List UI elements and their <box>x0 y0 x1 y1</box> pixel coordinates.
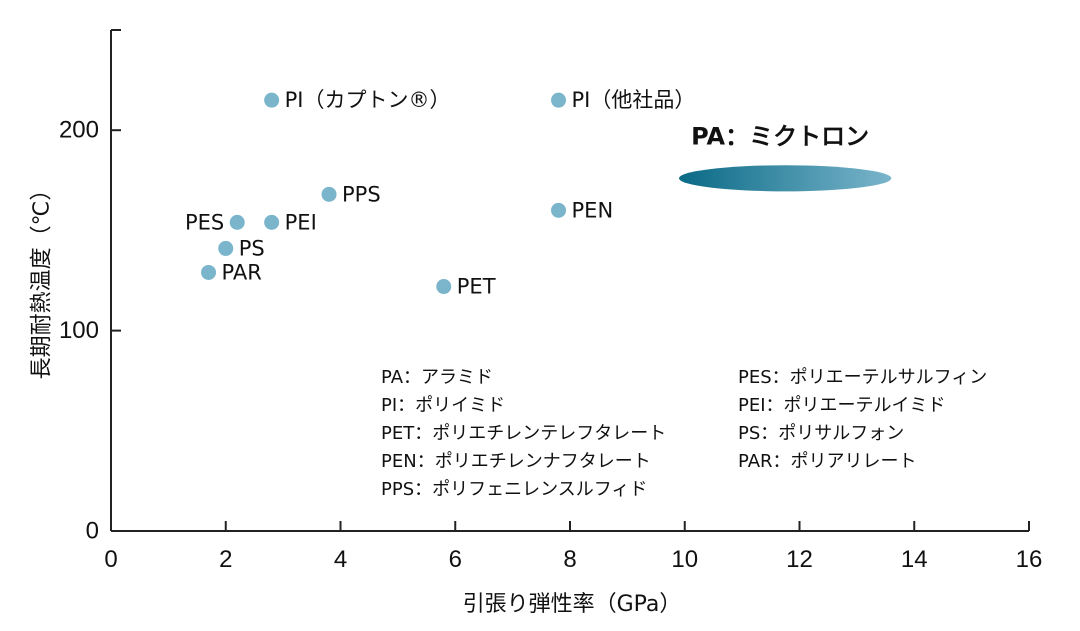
point-label: PAR <box>222 260 262 284</box>
data-point <box>201 264 217 280</box>
x-tick-label: 12 <box>786 546 813 573</box>
x-tick-label: 0 <box>104 546 117 573</box>
legend-right: PES：ポリエーテルサルフィン PEI：ポリエーテルイミド PS：ポリサルフォン… <box>738 364 987 476</box>
data-point <box>321 186 337 202</box>
x-tick-label: 6 <box>449 546 462 573</box>
legend-item: PES：ポリエーテルサルフィン <box>738 367 988 388</box>
legend-item: PEN：ポリエチレンナフタレート <box>381 451 651 472</box>
region-pa-label: PA：ミクトロン <box>691 122 869 150</box>
y-tick-label: 200 <box>59 117 99 144</box>
x-tick-label: 16 <box>1016 546 1043 573</box>
data-point <box>551 202 567 218</box>
data-point <box>551 92 567 108</box>
x-tick-label: 2 <box>219 546 232 573</box>
legend-item: PI：ポリイミド <box>381 395 506 416</box>
x-tick-label: 10 <box>671 546 698 573</box>
legend-left: PA：アラミド PI：ポリイミド PET：ポリエチレンテレフタレート PEN：ポ… <box>381 364 666 504</box>
y-axis-label: 長期耐熱温度（℃） <box>30 179 55 380</box>
data-point <box>264 214 280 230</box>
point-label: PS <box>239 236 265 260</box>
x-tick-label: 8 <box>563 546 576 573</box>
legend-item: PET：ポリエチレンテレフタレート <box>381 423 667 444</box>
data-point <box>436 279 452 295</box>
point-label: PI（他社品） <box>572 88 696 112</box>
y-tick-label: 0 <box>86 518 99 545</box>
point-label: PEN <box>572 198 614 222</box>
legend-item: PAR：ポリアリレート <box>738 451 917 472</box>
x-tick-label: 14 <box>901 546 928 573</box>
data-point <box>218 240 234 256</box>
legend-item: PPS：ポリフェニレンスルフィド <box>381 479 648 500</box>
point-label: PEI <box>285 210 317 234</box>
point-label: PET <box>457 275 496 299</box>
region-pa-ellipse <box>679 165 892 192</box>
x-axis-label: 引張り弾性率（GPa） <box>463 592 682 617</box>
data-point <box>229 214 245 230</box>
legend-item: PEI：ポリエーテルイミド <box>738 395 946 416</box>
legend-item: PS：ポリサルフォン <box>738 423 905 444</box>
point-label: PES <box>185 210 224 234</box>
x-tick-label: 4 <box>334 546 347 573</box>
y-tick-label: 100 <box>59 317 99 344</box>
legend-item: PA：アラミド <box>381 367 494 388</box>
data-point <box>264 92 280 108</box>
point-label: PPS <box>342 182 381 206</box>
point-label: PI（カプトン®） <box>285 88 451 112</box>
